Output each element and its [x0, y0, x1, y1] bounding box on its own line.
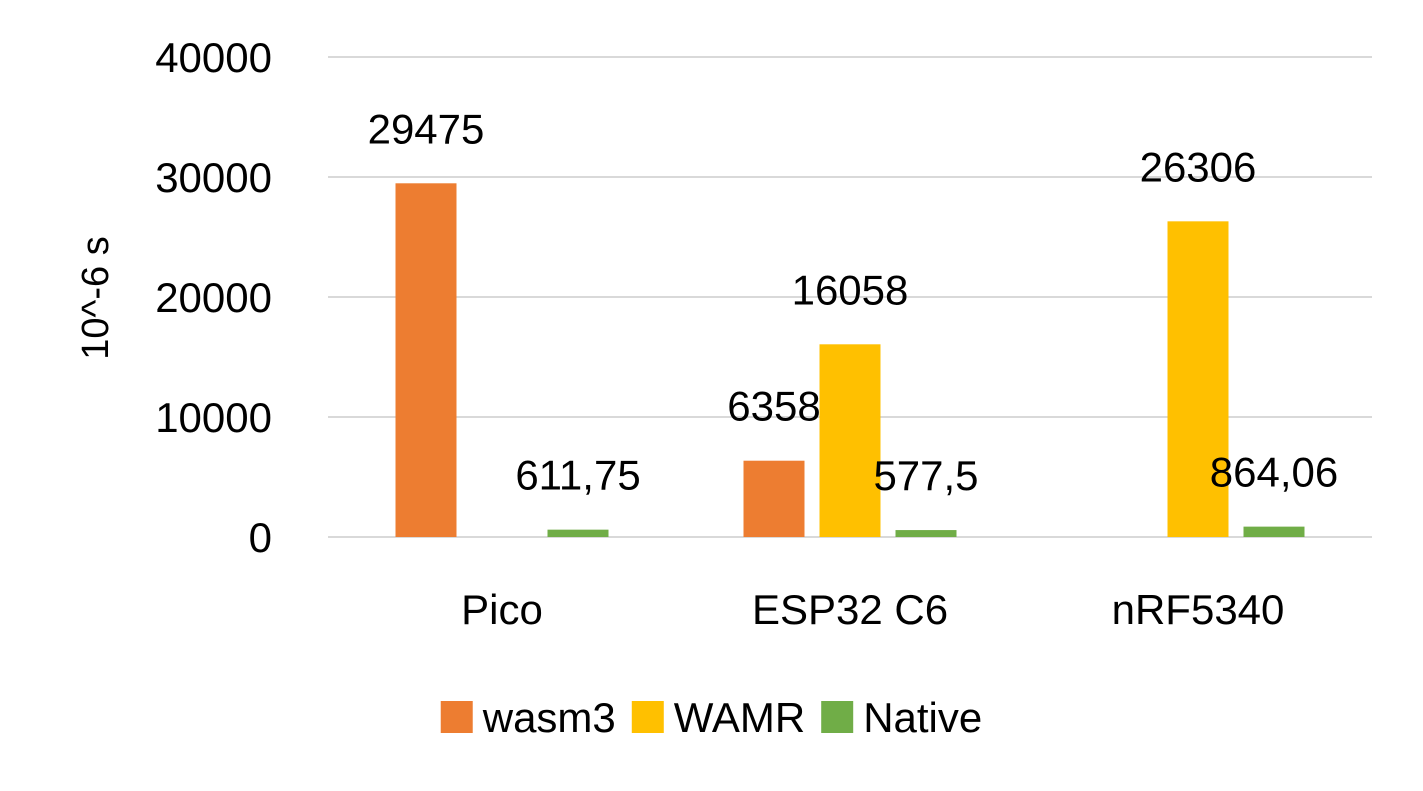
- y-tick-label: 40000: [155, 34, 272, 81]
- x-tick-label: Pico: [461, 586, 543, 633]
- x-tick-label: nRF5340: [1112, 586, 1285, 633]
- legend-label: WAMR: [674, 694, 805, 741]
- bar-wasm3-pico: [395, 183, 457, 538]
- legend: wasm3 WAMR Native: [440, 694, 982, 741]
- bar-wasm3-esp32-c6: [743, 460, 805, 537]
- y-axis-label: 10^-6 s: [75, 236, 117, 359]
- x-axis-ticks: Pico ESP32 C6 nRF5340: [461, 586, 1284, 633]
- data-label: 611,75: [515, 452, 640, 499]
- legend-swatch-native: [821, 701, 854, 733]
- data-label: 864,06: [1210, 449, 1338, 496]
- data-label: 577,5: [873, 452, 978, 499]
- data-label: 26306: [1140, 143, 1257, 190]
- data-labels: 29475 611,75 6358 16058 577,5 26306 864,06: [368, 105, 1339, 499]
- x-tick-label: ESP32 C6: [752, 586, 948, 633]
- bar-native-pico: [547, 529, 609, 537]
- bar-native-esp32-c6: [895, 530, 957, 537]
- bar-native-nrf5340: [1243, 526, 1305, 537]
- y-tick-label: 20000: [155, 274, 272, 321]
- legend-label: wasm3: [482, 694, 616, 741]
- y-tick-label: 30000: [155, 154, 272, 201]
- data-label: 16058: [792, 266, 909, 313]
- bar-wamr-esp32-c6: [819, 344, 881, 537]
- y-tick-label: 10000: [155, 394, 272, 441]
- legend-label: Native: [863, 694, 982, 741]
- bars: [395, 183, 1305, 538]
- data-label: 29475: [368, 105, 485, 152]
- bar-wamr-nrf5340: [1167, 221, 1229, 537]
- data-label: 6358: [727, 383, 820, 430]
- legend-swatch-wamr: [631, 701, 664, 733]
- y-axis-ticks: 0 10000 20000 30000 40000: [155, 34, 272, 561]
- legend-swatch-wasm3: [440, 701, 473, 733]
- y-tick-label: 0: [249, 514, 272, 561]
